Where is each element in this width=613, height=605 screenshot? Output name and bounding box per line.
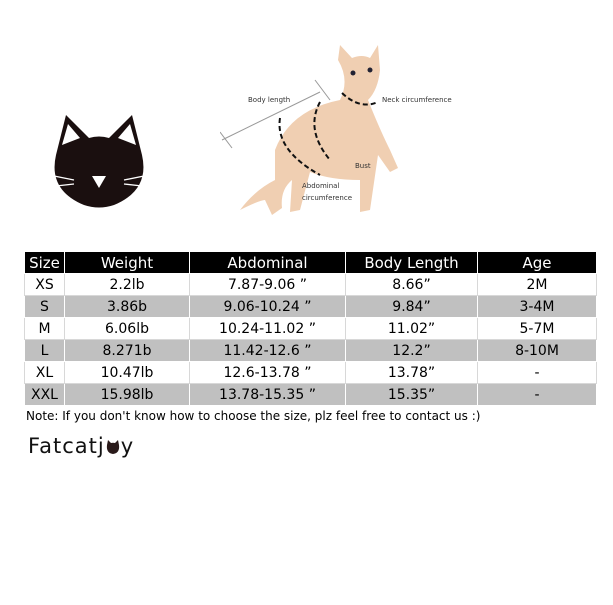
cell-abdominal: 12.6-13.78 ” <box>189 361 346 384</box>
cell-weight: 3.86b <box>64 295 190 318</box>
table-row: S 3.86b 9.06-10.24 ” 9.84” 3-4M <box>24 295 597 318</box>
header-weight: Weight <box>64 251 190 274</box>
cell-size: L <box>24 339 65 362</box>
cell-body-length: 15.35” <box>345 383 478 406</box>
cell-body-length: 12.2” <box>345 339 478 362</box>
cat-head-logo-icon <box>53 115 145 208</box>
cell-abdominal: 10.24-11.02 ” <box>189 317 346 340</box>
cell-weight: 15.98lb <box>64 383 190 406</box>
cell-age: 3-4M <box>477 295 597 318</box>
cell-body-length: 13.78” <box>345 361 478 384</box>
cell-size: XL <box>24 361 65 384</box>
cell-body-length: 9.84” <box>345 295 478 318</box>
header-size: Size <box>24 251 65 274</box>
cell-weight: 6.06lb <box>64 317 190 340</box>
header-abdominal: Abdominal <box>189 251 346 274</box>
label-abdominal: Abdominal <box>302 182 339 190</box>
cell-weight: 8.271b <box>64 339 190 362</box>
cell-size: S <box>24 295 65 318</box>
header-age: Age <box>477 251 597 274</box>
brand-logo: Fatcatj y <box>28 434 134 458</box>
label-bust: Bust <box>355 162 371 170</box>
label-body-length: Body length <box>248 96 290 104</box>
cat-measurement-diagram: Body length Neck circumference Bust Abdo… <box>220 45 452 215</box>
cell-body-length: 11.02” <box>345 317 478 340</box>
label-neck: Neck circumference <box>382 96 452 104</box>
cell-age: - <box>477 383 597 406</box>
cell-size: M <box>24 317 65 340</box>
cell-body-length: 8.66” <box>345 273 478 296</box>
table-row: XL 10.47lb 12.6-13.78 ” 13.78” - <box>24 361 597 384</box>
label-circumference: circumference <box>302 194 352 202</box>
cell-size: XS <box>24 273 65 296</box>
table-row: XS 2.2lb 7.87-9.06 ” 8.66” 2M <box>24 273 597 296</box>
cell-abdominal: 7.87-9.06 ” <box>189 273 346 296</box>
cell-abdominal: 13.78-15.35 ” <box>189 383 346 406</box>
brand-suffix: y <box>120 434 135 458</box>
cell-weight: 2.2lb <box>64 273 190 296</box>
cell-age: 2M <box>477 273 597 296</box>
table-row: XXL 15.98lb 13.78-15.35 ” 15.35” - <box>24 383 597 406</box>
table-row: M 6.06lb 10.24-11.02 ” 11.02” 5-7M <box>24 317 597 340</box>
cell-age: 8-10M <box>477 339 597 362</box>
header-body-length: Body Length <box>345 251 478 274</box>
cell-size: XXL <box>24 383 65 406</box>
table-header-row: Size Weight Abdominal Body Length Age <box>24 251 597 274</box>
note-text: Note: If you don't know how to choose th… <box>26 409 481 423</box>
cell-age: 5-7M <box>477 317 597 340</box>
cell-abdominal: 11.42-12.6 ” <box>189 339 346 362</box>
brand-prefix: Fatcatj <box>28 434 105 458</box>
cell-weight: 10.47lb <box>64 361 190 384</box>
cell-age: - <box>477 361 597 384</box>
size-chart-table: Size Weight Abdominal Body Length Age XS… <box>24 251 597 406</box>
table-row: L 8.271b 11.42-12.6 ” 12.2” 8-10M <box>24 339 597 362</box>
cell-abdominal: 9.06-10.24 ” <box>189 295 346 318</box>
cat-head-icon <box>106 440 119 454</box>
